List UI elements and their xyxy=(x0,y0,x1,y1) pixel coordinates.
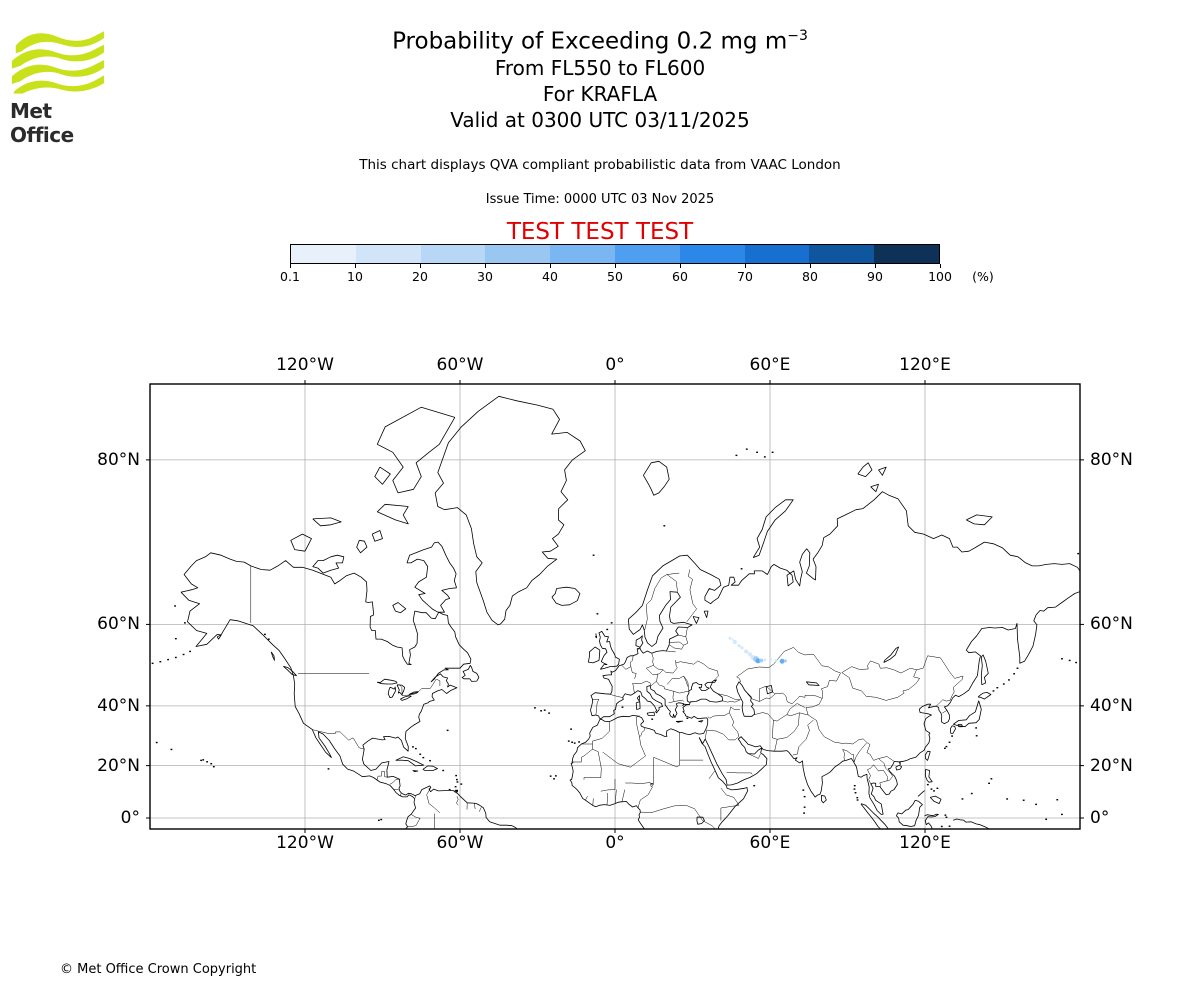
lat-label-left: 60°N xyxy=(97,614,140,635)
colorbar-tick xyxy=(615,264,616,268)
colorbar-segment xyxy=(809,245,875,263)
lat-label-right: 80°N xyxy=(1090,449,1133,470)
lon-label-bottom: 60°E xyxy=(749,833,791,853)
lon-label-top: 60°W xyxy=(436,355,484,375)
colorbar-tick xyxy=(680,264,681,268)
colorbar-tick xyxy=(485,264,486,268)
lon-label-top: 60°E xyxy=(749,355,791,375)
ash-probability-plume xyxy=(728,636,787,664)
colorbar-tick xyxy=(355,264,356,268)
colorbar-tick-label: 30 xyxy=(477,269,493,284)
subtitle-volcano: For KRAFLA xyxy=(542,81,658,106)
test-banner: TEST TEST TEST xyxy=(506,218,694,245)
colorbar-segment xyxy=(550,245,615,263)
colorbar-tick-label: 80 xyxy=(802,269,818,284)
lat-label-left: 0° xyxy=(120,808,140,828)
colorbar-unit-label: (%) xyxy=(972,269,994,284)
colorbar-tick-label: 90 xyxy=(867,269,883,284)
colorbar-tick-label: 20 xyxy=(412,269,428,284)
colorbar-tick xyxy=(875,264,876,268)
lon-label-bottom: 120°E xyxy=(899,833,951,853)
lat-label-left: 40°N xyxy=(97,695,140,716)
colorbar-segment xyxy=(679,245,745,263)
colorbar-segment xyxy=(874,245,939,263)
met-office-waves-icon xyxy=(11,31,105,94)
lon-label-bottom: 120°W xyxy=(276,833,334,853)
colorbar-tick-label: 10 xyxy=(347,269,363,284)
colorbar-segment xyxy=(485,245,551,263)
world-map xyxy=(146,380,1084,833)
colorbar-tick-label: 50 xyxy=(607,269,623,284)
lon-label-top: 120°E xyxy=(899,355,951,375)
lon-label-bottom: 0° xyxy=(605,833,625,853)
colorbar-tick xyxy=(940,264,941,268)
met-office-logo: Met Office xyxy=(10,28,120,147)
colorbar-segment xyxy=(355,245,421,263)
colorbar-tick xyxy=(745,264,746,268)
colorbar-segment xyxy=(614,245,680,263)
subtitle-valid-time: Valid at 0300 UTC 03/11/2025 xyxy=(450,107,750,132)
chart-title: Probability of Exceeding 0.2 mg m−3 xyxy=(392,28,808,55)
map-frame xyxy=(149,383,1081,830)
probability-colorbar xyxy=(290,244,940,264)
colorbar-segment xyxy=(744,245,810,263)
lat-label-right: 20°N xyxy=(1090,755,1133,776)
map-coastlines xyxy=(151,395,1080,829)
colorbar-tick-label: 40 xyxy=(542,269,558,284)
colorbar-tick-label: 0.1 xyxy=(280,269,300,284)
colorbar-tick-label: 100 xyxy=(928,269,952,284)
lat-label-right: 40°N xyxy=(1090,695,1133,716)
colorbar-tick xyxy=(810,264,811,268)
logo-wordmark: Met Office xyxy=(10,99,74,147)
colorbar-tick xyxy=(290,264,291,268)
lon-label-bottom: 60°W xyxy=(436,833,484,853)
issue-time-line: Issue Time: 0000 UTC 03 Nov 2025 xyxy=(485,191,715,207)
colorbar-tick-label: 60 xyxy=(672,269,688,284)
colorbar-segment xyxy=(420,245,486,263)
header: Probability of Exceeding 0.2 mg m−3 From… xyxy=(0,28,1200,245)
colorbar-tick xyxy=(550,264,551,268)
lat-label-left: 80°N xyxy=(97,449,140,470)
lat-label-right: 60°N xyxy=(1090,614,1133,635)
lon-label-top: 0° xyxy=(605,355,625,375)
copyright-notice: © Met Office Crown Copyright xyxy=(60,962,257,977)
colorbar-tick-label: 70 xyxy=(737,269,753,284)
map-gridlines xyxy=(150,384,1080,829)
subtitle-flight-levels: From FL550 to FL600 xyxy=(494,55,706,80)
lon-label-top: 120°W xyxy=(276,355,334,375)
title-exponent: −3 xyxy=(787,28,808,44)
qva-info-line: This chart displays QVA compliant probab… xyxy=(359,156,841,173)
lat-label-right: 0° xyxy=(1090,808,1110,828)
colorbar-tick xyxy=(420,264,421,268)
colorbar-segment xyxy=(291,245,356,263)
lat-label-left: 20°N xyxy=(97,755,140,776)
